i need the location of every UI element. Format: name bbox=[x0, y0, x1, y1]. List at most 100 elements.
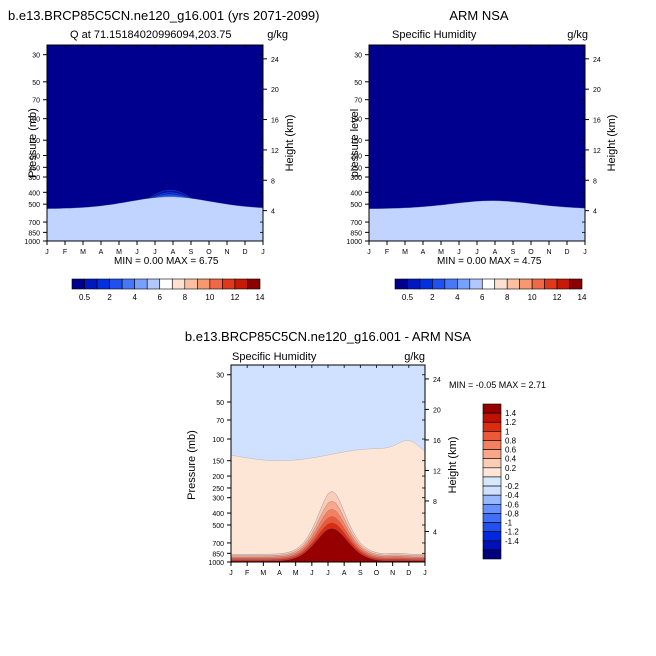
colorbar-swatch bbox=[247, 278, 261, 290]
panel-obs-ylabel-right: Height (km) bbox=[606, 115, 618, 172]
y-tick-label: 250 bbox=[28, 165, 40, 172]
colorbar-label: -0.2 bbox=[505, 482, 519, 491]
colorbar-swatch bbox=[482, 476, 502, 487]
colorbar-swatch bbox=[482, 458, 502, 469]
height-tick-label: 8 bbox=[593, 178, 597, 185]
colorbar-label: 1.4 bbox=[505, 409, 517, 418]
x-tick-label: S bbox=[511, 249, 516, 256]
colorbar-label: 6 bbox=[480, 293, 485, 302]
y-tick-label: 70 bbox=[216, 418, 224, 425]
colorbar-swatch bbox=[96, 278, 110, 290]
colorbar-label: 10 bbox=[205, 293, 214, 302]
panel-diff-subtitle: Specific Humidity bbox=[232, 351, 317, 363]
colorbar-label: -0.4 bbox=[505, 491, 519, 500]
y-tick-label: 400 bbox=[350, 190, 362, 197]
colorbar-label: -1.2 bbox=[505, 528, 519, 537]
colorbar-label: 4 bbox=[132, 293, 137, 302]
colorbar-swatch bbox=[482, 421, 502, 432]
colorbar-swatch bbox=[482, 449, 502, 460]
x-tick-label: J bbox=[457, 249, 461, 256]
y-tick-label: 700 bbox=[28, 220, 40, 227]
height-tick-label: 12 bbox=[433, 468, 441, 475]
y-tick-label: 70 bbox=[32, 98, 40, 105]
height-tick-label: 16 bbox=[593, 118, 601, 125]
x-tick-label: A bbox=[493, 249, 498, 256]
colorbar-swatch bbox=[544, 278, 558, 290]
y-tick-label: 150 bbox=[350, 138, 362, 145]
colorbar-label: 4 bbox=[455, 293, 460, 302]
height-tick-label: 24 bbox=[271, 57, 279, 64]
x-tick-label: O bbox=[206, 249, 212, 256]
panel-diff-ylabel: Pressure (mb) bbox=[186, 430, 198, 500]
colorbar-label: -1.4 bbox=[505, 537, 519, 546]
panel-diff-units: g/kg bbox=[404, 351, 425, 363]
colorbar-swatch bbox=[506, 278, 520, 290]
y-tick-label: 200 bbox=[212, 474, 224, 481]
colorbar-label: -1 bbox=[505, 519, 513, 528]
colorbar-swatch bbox=[197, 278, 211, 290]
x-tick-label: F bbox=[63, 249, 67, 256]
x-tick-label: O bbox=[374, 570, 380, 577]
panel-diff-contours bbox=[231, 365, 425, 562]
panel-model-y-ticks: 30 50 70 100 150 200 250 300 400 500 700 850 1000 bbox=[24, 53, 263, 246]
y-tick-label: 850 bbox=[28, 230, 40, 237]
panel-obs-y-ticks: 30 50 70 100 150 200 250 300 400 500 700 850 1000 bbox=[346, 53, 585, 246]
colorbar-swatch bbox=[482, 513, 502, 523]
colorbar-swatch bbox=[556, 278, 570, 290]
y-tick-label: 50 bbox=[32, 80, 40, 87]
panel-model-y-ticks-right: 24 20 16 12 8 4 bbox=[263, 57, 279, 216]
y-tick-label: 100 bbox=[28, 117, 40, 124]
panel-diff-title: b.e13.BRCP85C5CN.ne120_g16.001 - ARM NSA bbox=[185, 329, 471, 344]
panel-diff-colorbar: 1.41.210.80.60.40.20-0.2-0.4-0.6-0.8-1-1… bbox=[482, 403, 519, 560]
height-tick-label: 24 bbox=[433, 377, 441, 384]
colorbar-swatch bbox=[569, 278, 583, 290]
y-tick-label: 250 bbox=[212, 486, 224, 493]
y-tick-label: 400 bbox=[28, 190, 40, 197]
y-tick-label: 100 bbox=[350, 117, 362, 124]
x-tick-label: M bbox=[80, 249, 86, 256]
colorbar-swatch bbox=[482, 412, 502, 423]
y-tick-label: 150 bbox=[28, 138, 40, 145]
colorbar-swatch bbox=[519, 278, 533, 290]
panel-obs-title: ARM NSA bbox=[449, 8, 509, 23]
panel-obs-units: g/kg bbox=[567, 29, 588, 41]
colorbar-swatch bbox=[482, 549, 502, 560]
panel-model: b.e13.BRCP85C5CN.ne120_g16.001 (yrs 2071… bbox=[8, 8, 319, 302]
height-tick-label: 20 bbox=[271, 87, 279, 94]
colorbar-swatch bbox=[159, 278, 173, 290]
y-tick-label: 1000 bbox=[208, 560, 224, 567]
colorbar-swatch bbox=[171, 278, 186, 290]
x-tick-label: A bbox=[171, 249, 176, 256]
panel-model-colorbar: 0.5 2 4 6 8 10 12 14 bbox=[71, 278, 265, 302]
y-tick-label: 400 bbox=[212, 511, 224, 518]
colorbar-swatch bbox=[482, 522, 502, 532]
height-tick-label: 20 bbox=[593, 87, 601, 94]
colorbar-swatch bbox=[419, 278, 433, 290]
panel-model-stats: MIN = 0.00 MAX = 6.75 bbox=[114, 256, 219, 267]
colorbar-label: 1 bbox=[505, 427, 510, 436]
colorbar-label: 0.8 bbox=[505, 436, 517, 445]
x-tick-label: A bbox=[277, 570, 282, 577]
colorbar-swatch bbox=[482, 494, 502, 505]
humidity-band bbox=[369, 200, 585, 241]
x-tick-label: A bbox=[99, 249, 104, 256]
y-tick-label: 850 bbox=[350, 230, 362, 237]
y-tick-label: 100 bbox=[212, 437, 224, 444]
panel-diff: b.e13.BRCP85C5CN.ne120_g16.001 - ARM NSA… bbox=[185, 329, 546, 577]
colorbar-swatch bbox=[444, 278, 458, 290]
colorbar-label: 0.4 bbox=[505, 455, 517, 464]
x-tick-label: J bbox=[583, 249, 587, 256]
panel-obs-stats: MIN = 0.00 MAX = 4.75 bbox=[437, 256, 542, 267]
y-tick-label: 500 bbox=[212, 523, 224, 530]
panel-obs-ylabel: pressure level bbox=[349, 109, 361, 177]
colorbar-label: -0.8 bbox=[505, 509, 519, 518]
y-tick-label: 150 bbox=[212, 459, 224, 466]
colorbar-swatch bbox=[482, 531, 502, 542]
height-tick-label: 16 bbox=[271, 118, 279, 125]
diff-band-positive bbox=[231, 528, 425, 562]
colorbar-swatch bbox=[482, 503, 502, 514]
x-tick-label: J bbox=[135, 249, 139, 256]
y-tick-label: 200 bbox=[28, 153, 40, 160]
colorbar-swatch bbox=[209, 278, 223, 290]
x-tick-label: M bbox=[260, 570, 266, 577]
